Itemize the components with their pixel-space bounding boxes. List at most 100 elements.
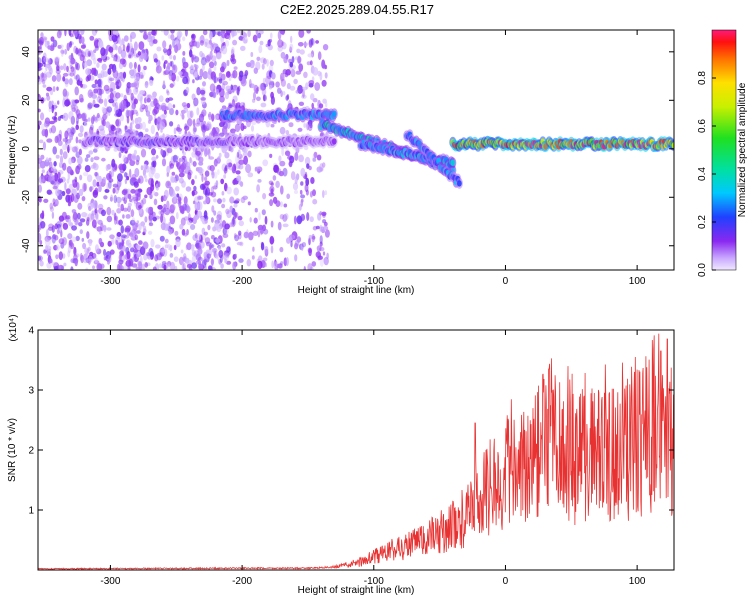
spectrogram-cell bbox=[138, 41, 145, 51]
spectrogram-cell bbox=[129, 83, 136, 88]
spectrogram-cell bbox=[195, 150, 202, 156]
spectrogram-cell bbox=[77, 163, 82, 170]
spectrogram-cell bbox=[67, 233, 73, 240]
spectrogram-band-core bbox=[671, 142, 674, 149]
spectrogram-cell bbox=[120, 235, 126, 242]
spectrogram-cell bbox=[247, 150, 252, 158]
spectrogram-cell bbox=[252, 34, 258, 43]
spectrogram-cell bbox=[68, 78, 73, 86]
spectrogram-cell bbox=[146, 97, 151, 103]
spectrogram-cell bbox=[98, 125, 105, 131]
spectrogram-cell bbox=[160, 30, 164, 33]
spectrogram-cell bbox=[139, 30, 144, 33]
spectrogram-cell bbox=[143, 174, 147, 179]
spectrogram-cell bbox=[84, 213, 89, 219]
spectrogram-cell bbox=[218, 152, 222, 158]
spectrogram-cell bbox=[38, 78, 42, 85]
spectrogram-cell bbox=[73, 254, 78, 261]
spectrogram-cell bbox=[274, 261, 277, 269]
spectrogram-cell bbox=[79, 252, 83, 261]
spectrogram-cell bbox=[166, 90, 170, 96]
spectrogram-cell bbox=[216, 88, 219, 95]
spectrogram-cell bbox=[55, 65, 60, 72]
spectrogram-cell bbox=[178, 157, 183, 163]
spectrogram-cell bbox=[253, 67, 258, 74]
snr-plot-area bbox=[38, 333, 674, 570]
spectrogram-cell bbox=[300, 243, 304, 252]
spectrogram-cell bbox=[295, 89, 300, 94]
spectrogram-cell bbox=[70, 193, 75, 203]
spectrogram-cell bbox=[50, 125, 57, 134]
spectrogram-band-core bbox=[457, 180, 462, 187]
spectrogram-cell bbox=[238, 258, 244, 263]
spectrogram-cell bbox=[152, 91, 157, 98]
spectrogram-cell bbox=[276, 165, 280, 174]
spectrogram-cell bbox=[248, 231, 254, 241]
spectrogram-cell bbox=[326, 252, 329, 260]
spectrogram-cell bbox=[313, 151, 318, 159]
spectrogram-cell bbox=[213, 210, 217, 216]
spectrogram-cell bbox=[205, 241, 211, 247]
spectrogram-cell bbox=[231, 165, 237, 174]
spectrogram-cell bbox=[53, 161, 57, 167]
spectrogram-cell bbox=[123, 157, 129, 164]
spectrogram-cell bbox=[163, 61, 166, 70]
spectrogram-cell bbox=[142, 31, 148, 40]
spectrogram-cell bbox=[67, 171, 71, 181]
spectrogram-cell bbox=[163, 109, 167, 115]
spectrogram-cell bbox=[49, 127, 53, 134]
spectrogram-cell bbox=[290, 35, 293, 44]
spectrogram-cell bbox=[222, 80, 229, 86]
spectrogram-cell bbox=[103, 248, 107, 257]
spectrogram-cell bbox=[92, 200, 98, 209]
spectrogram-cell bbox=[290, 240, 293, 248]
spectrogram-cell bbox=[71, 236, 77, 242]
spectrogram-cell bbox=[139, 103, 145, 109]
spectrogram-cell bbox=[39, 139, 44, 144]
spectrogram-cell bbox=[137, 64, 141, 73]
spectrogram-cell bbox=[115, 79, 122, 89]
spectrogram-cell bbox=[160, 214, 164, 223]
spectrogram-cell bbox=[291, 56, 295, 63]
spectrogram-cell bbox=[256, 86, 260, 92]
spectrogram-cell bbox=[244, 72, 248, 77]
spectrogram-cell bbox=[247, 172, 254, 178]
spectrogram-cell bbox=[122, 207, 128, 212]
spectrogram-cell bbox=[230, 57, 233, 62]
spectrogram-cell bbox=[147, 31, 152, 36]
spectrogram-cell bbox=[149, 193, 153, 200]
spectrogram-cell bbox=[202, 186, 207, 195]
spectrogram-cell bbox=[180, 217, 186, 226]
spectrogram-cell bbox=[155, 155, 159, 159]
spectrogram-cell bbox=[199, 89, 206, 95]
spectrogram-cell bbox=[145, 94, 150, 99]
spectrogram-cell bbox=[268, 65, 274, 73]
spectrogram-cell bbox=[216, 214, 222, 221]
spectrogram-cell bbox=[38, 157, 43, 164]
spectrogram-cell bbox=[198, 195, 204, 200]
spectrogram-cell bbox=[151, 190, 156, 196]
spectrogram-cell bbox=[55, 254, 59, 260]
spectrogram-cell bbox=[280, 185, 284, 195]
spectrogram-cell bbox=[281, 41, 285, 46]
spectrogram-band-core bbox=[331, 138, 337, 145]
spectrogram-cell bbox=[66, 178, 70, 184]
spectrogram-cell bbox=[38, 47, 43, 55]
spectrogram-cell bbox=[71, 146, 78, 153]
spectrogram-cell bbox=[256, 184, 260, 193]
spectrogram-cell bbox=[96, 175, 102, 184]
spectrogram-cell bbox=[312, 67, 319, 76]
spectrogram-cell bbox=[235, 155, 239, 164]
spectrogram-cell bbox=[129, 45, 134, 55]
spectrogram-cell bbox=[162, 195, 168, 202]
spectrogram-cell bbox=[204, 194, 210, 204]
spectrogram-cell bbox=[38, 232, 42, 243]
spectrogram-cell bbox=[86, 231, 90, 239]
spectrogram-cell bbox=[43, 71, 47, 78]
spectrogram-cell bbox=[166, 264, 172, 270]
spectrogram-cell bbox=[322, 162, 326, 168]
spectrogram-cell bbox=[285, 95, 289, 101]
spectrogram-cell bbox=[177, 195, 182, 203]
spectrogram-cell bbox=[321, 229, 326, 233]
spectrogram-cell bbox=[96, 181, 100, 187]
